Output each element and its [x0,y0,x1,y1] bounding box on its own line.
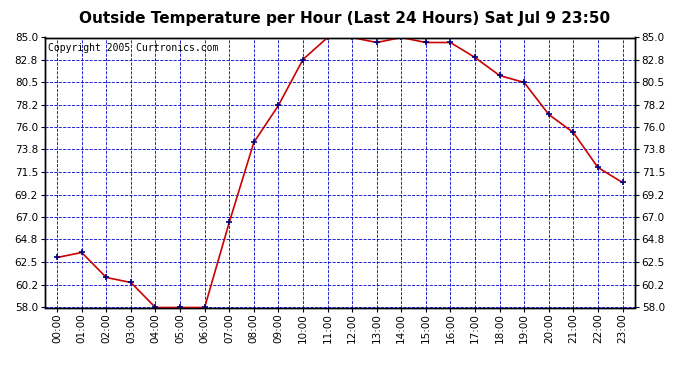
Text: Copyright 2005 Curtronics.com: Copyright 2005 Curtronics.com [48,43,218,53]
Text: Outside Temperature per Hour (Last 24 Hours) Sat Jul 9 23:50: Outside Temperature per Hour (Last 24 Ho… [79,11,611,26]
